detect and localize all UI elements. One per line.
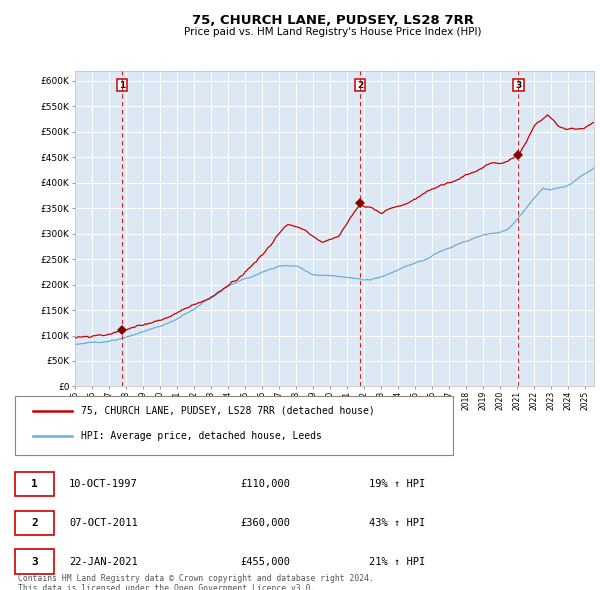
FancyBboxPatch shape [15,472,54,496]
Text: £110,000: £110,000 [240,479,290,489]
Text: 1: 1 [31,479,38,489]
Text: 1: 1 [119,80,125,90]
Text: 2: 2 [357,80,364,90]
Text: Price paid vs. HM Land Registry's House Price Index (HPI): Price paid vs. HM Land Registry's House … [184,28,482,37]
Text: 3: 3 [515,80,521,90]
Text: 07-OCT-2011: 07-OCT-2011 [69,518,138,528]
Text: 2: 2 [31,518,38,528]
FancyBboxPatch shape [15,396,453,455]
Text: 21% ↑ HPI: 21% ↑ HPI [369,556,425,566]
Text: HPI: Average price, detached house, Leeds: HPI: Average price, detached house, Leed… [81,431,322,441]
Text: 22-JAN-2021: 22-JAN-2021 [69,556,138,566]
FancyBboxPatch shape [15,549,54,573]
Text: 19% ↑ HPI: 19% ↑ HPI [369,479,425,489]
Text: 43% ↑ HPI: 43% ↑ HPI [369,518,425,528]
Text: Contains HM Land Registry data © Crown copyright and database right 2024.: Contains HM Land Registry data © Crown c… [18,574,374,584]
Text: 10-OCT-1997: 10-OCT-1997 [69,479,138,489]
Text: This data is licensed under the Open Government Licence v3.0.: This data is licensed under the Open Gov… [18,585,316,590]
Text: 3: 3 [31,556,38,566]
Text: £360,000: £360,000 [240,518,290,528]
Text: 75, CHURCH LANE, PUDSEY, LS28 7RR: 75, CHURCH LANE, PUDSEY, LS28 7RR [192,14,474,27]
Text: £455,000: £455,000 [240,556,290,566]
Text: 75, CHURCH LANE, PUDSEY, LS28 7RR (detached house): 75, CHURCH LANE, PUDSEY, LS28 7RR (detac… [81,406,375,416]
FancyBboxPatch shape [15,510,54,535]
